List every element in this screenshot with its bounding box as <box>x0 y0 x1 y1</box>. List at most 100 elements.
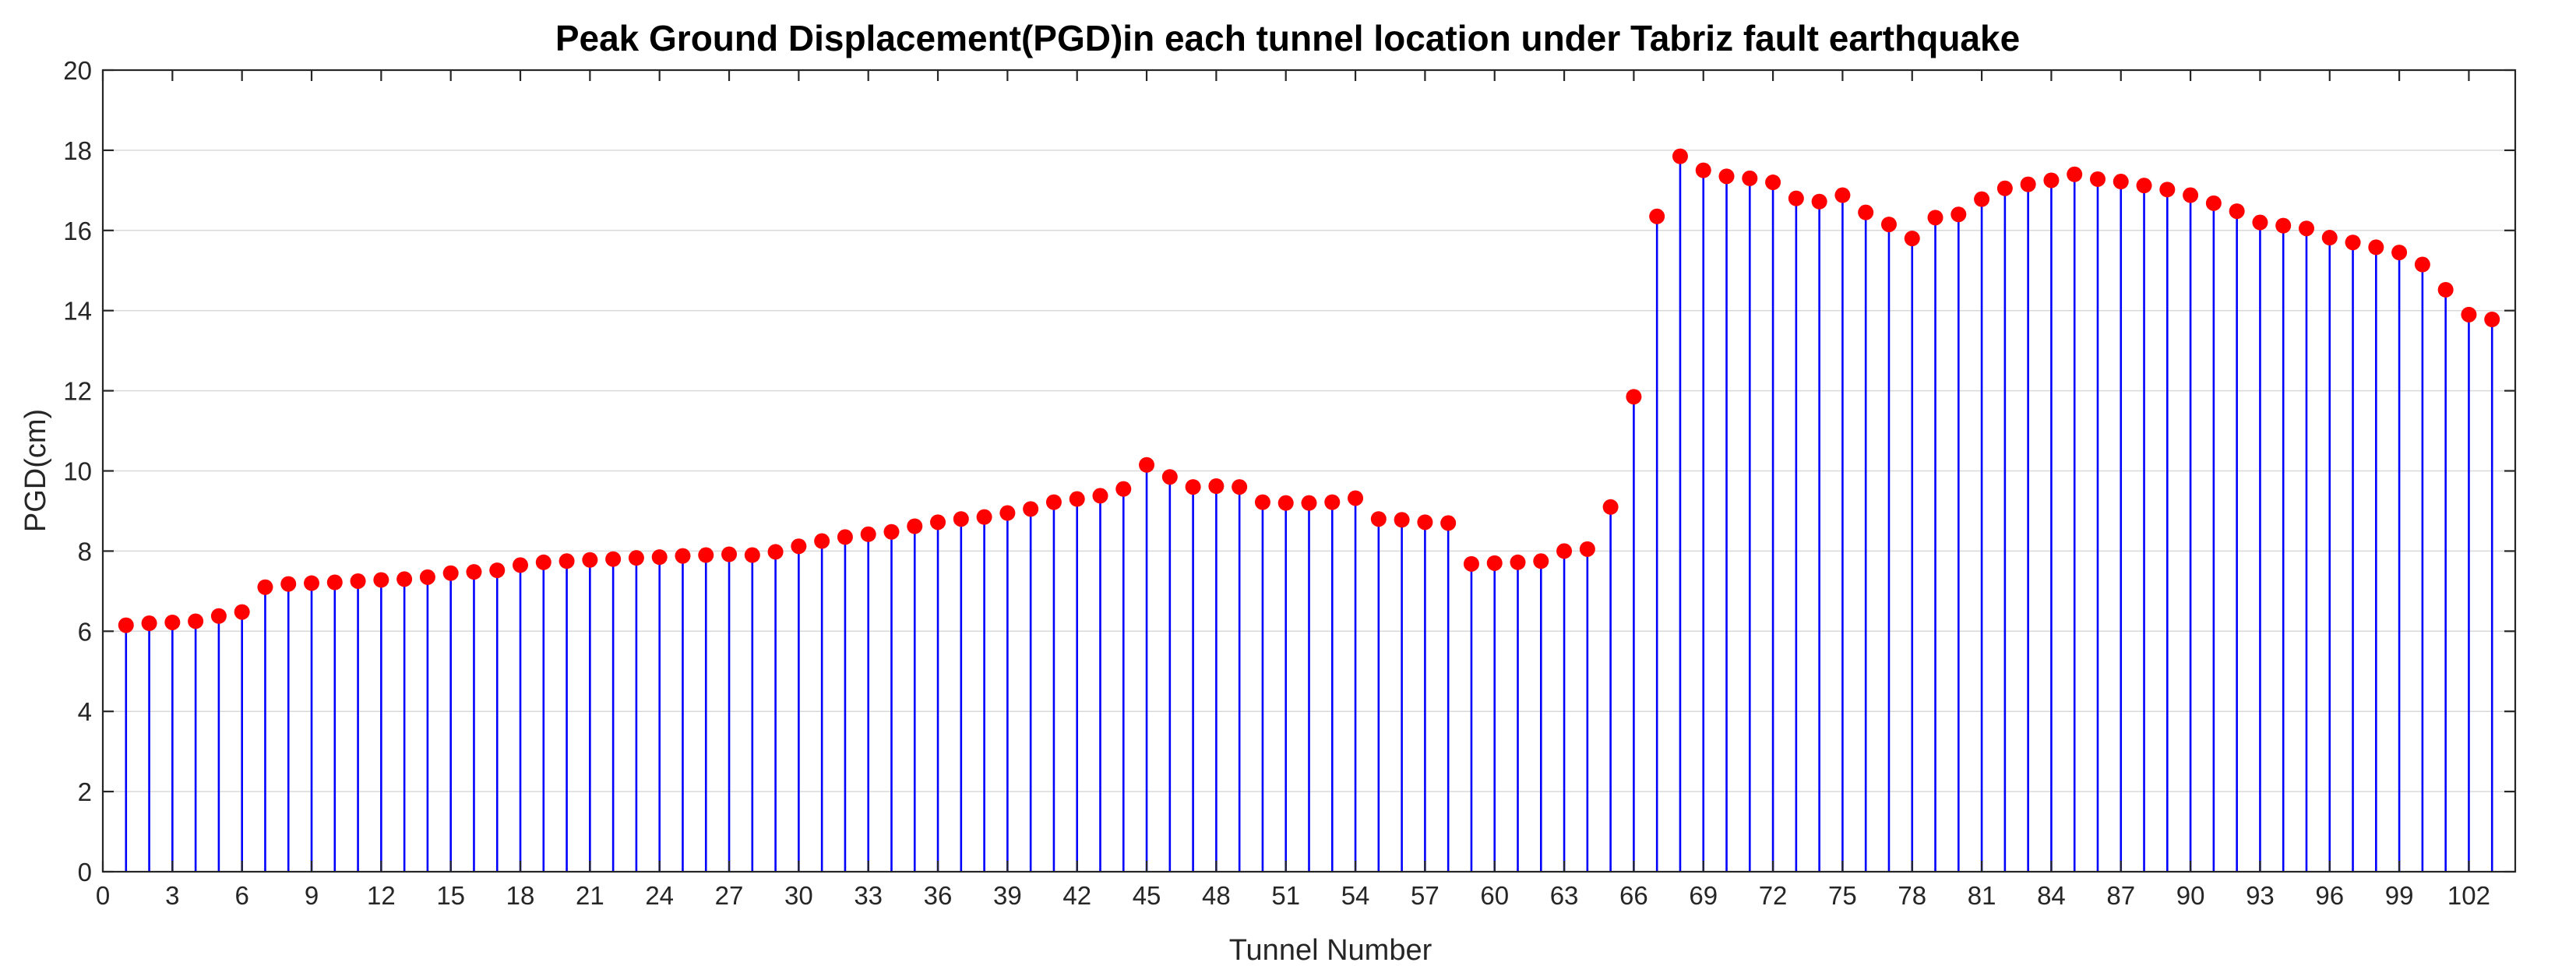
x-tick-label: 66 <box>1619 881 1648 910</box>
data-point <box>1417 514 1433 531</box>
data-point <box>2229 203 2245 220</box>
data-point <box>1602 499 1619 515</box>
data-point <box>280 576 297 592</box>
data-point <box>930 514 946 531</box>
x-tick-label: 48 <box>1202 881 1231 910</box>
x-tick-label: 24 <box>645 881 674 910</box>
data-point <box>2437 281 2454 298</box>
data-point <box>1626 389 1642 405</box>
data-point <box>1880 217 1897 233</box>
data-point <box>837 529 853 545</box>
x-tick-label: 3 <box>165 881 179 910</box>
chart-title: Peak Ground Displacement(PGD)in each tun… <box>555 18 2020 58</box>
data-point <box>188 613 204 629</box>
data-point <box>1695 162 1711 178</box>
data-point <box>2067 166 2083 182</box>
data-point <box>1115 481 1132 497</box>
y-tick-label: 4 <box>78 697 92 726</box>
data-point <box>419 569 435 585</box>
y-tick-label: 20 <box>63 56 92 85</box>
data-point <box>2159 182 2176 198</box>
data-point <box>350 573 366 589</box>
x-tick-label: 36 <box>924 881 953 910</box>
grid-lines <box>103 150 2515 792</box>
y-tick-label: 16 <box>63 217 92 245</box>
data-point <box>860 526 876 542</box>
data-point <box>1533 553 1549 569</box>
data-point <box>210 608 227 624</box>
data-point <box>1951 206 1967 223</box>
data-point <box>605 551 622 567</box>
x-tick-label: 12 <box>367 881 396 910</box>
y-axis-label: PGD(cm) <box>19 409 52 532</box>
data-point <box>1556 543 1573 559</box>
x-tick-label: 15 <box>436 881 465 910</box>
x-tick-label: 33 <box>854 881 883 910</box>
x-tick-labels: 0 3 6 9 12 15 18 21 24 27 30 33 36 39 42 45 48 51 54 57 60 63… <box>96 881 2490 910</box>
data-point <box>2183 187 2199 203</box>
data-point <box>1232 479 1248 495</box>
x-tick-label: 72 <box>1759 881 1788 910</box>
data-point <box>1672 148 1688 164</box>
data-markers <box>118 148 2500 633</box>
x-tick-label: 42 <box>1062 881 1091 910</box>
data-point <box>442 565 459 581</box>
data-point <box>1348 490 1364 506</box>
data-point <box>1045 494 1062 510</box>
data-point <box>141 615 157 632</box>
x-tick-label: 0 <box>96 881 110 910</box>
data-point <box>559 553 575 569</box>
data-point <box>118 617 134 633</box>
data-point <box>953 511 969 527</box>
x-tick-label: 63 <box>1550 881 1579 910</box>
data-point <box>1811 193 1827 210</box>
data-point <box>304 575 320 591</box>
data-point <box>1139 457 1155 473</box>
data-point <box>1579 541 1595 557</box>
data-point <box>2113 174 2129 190</box>
x-tick-label: 84 <box>2037 881 2066 910</box>
stem-lines <box>125 156 2493 872</box>
data-point <box>999 505 1016 521</box>
data-point <box>651 549 668 566</box>
x-tick-label: 90 <box>2176 881 2205 910</box>
data-point <box>1765 174 1781 191</box>
data-point <box>1370 511 1387 527</box>
data-point <box>373 572 389 588</box>
x-tick-label: 27 <box>715 881 744 910</box>
x-tick-label: 96 <box>2315 881 2344 910</box>
x-tick-label: 51 <box>1271 881 1300 910</box>
data-point <box>883 523 900 540</box>
data-point <box>721 546 738 562</box>
data-point <box>2020 176 2036 192</box>
y-tick-label: 14 <box>63 297 92 326</box>
data-point <box>2345 234 2361 251</box>
data-point <box>814 533 830 549</box>
data-point <box>234 604 250 620</box>
data-point <box>1974 191 1990 207</box>
data-point <box>2391 245 2408 261</box>
data-point <box>767 544 784 560</box>
data-point <box>535 554 551 570</box>
data-point <box>675 548 691 564</box>
x-tick-label: 45 <box>1133 881 1161 910</box>
data-point <box>1161 469 1178 485</box>
x-tick-label: 69 <box>1689 881 1718 910</box>
data-point <box>907 518 923 534</box>
y-tick-labels: 0 2 4 6 8 10 12 14 16 18 20 <box>63 56 92 887</box>
x-tick-label: 78 <box>1898 881 1926 910</box>
x-tick-label: 93 <box>2246 881 2275 910</box>
data-point <box>2368 239 2384 256</box>
y-tick-label: 8 <box>78 537 92 566</box>
data-point <box>1277 495 1294 511</box>
data-point <box>1208 478 1225 495</box>
data-point <box>1858 204 1874 220</box>
data-point <box>1927 210 1943 226</box>
axis-ticks <box>101 69 2515 873</box>
data-point <box>698 547 714 563</box>
data-point <box>582 552 598 568</box>
data-point <box>513 557 529 573</box>
data-point <box>1324 494 1341 510</box>
data-point <box>489 562 506 579</box>
